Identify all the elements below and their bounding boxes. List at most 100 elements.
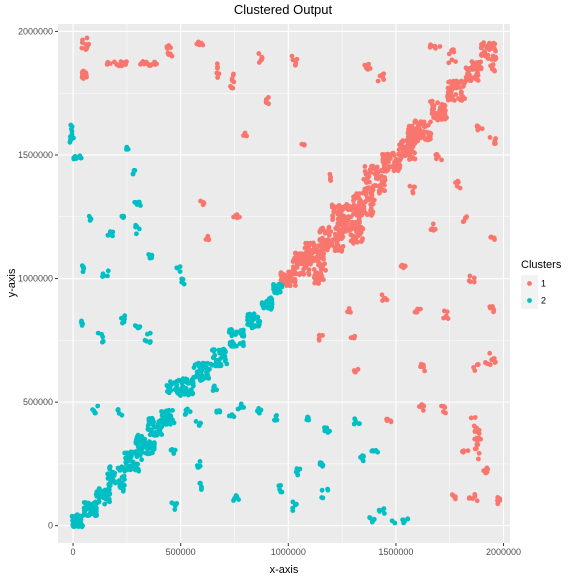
data-point (364, 175, 370, 181)
data-point (105, 471, 110, 477)
data-point (356, 205, 362, 211)
data-point (251, 315, 257, 320)
data-point (336, 208, 341, 214)
data-point (259, 301, 265, 307)
data-point (230, 85, 236, 91)
data-point (204, 369, 209, 375)
data-point (121, 473, 127, 479)
data-point (439, 157, 444, 163)
data-point (369, 207, 374, 213)
data-point (382, 188, 388, 194)
data-point (121, 214, 126, 220)
data-point (216, 347, 222, 353)
data-point (461, 448, 467, 454)
data-point (238, 328, 244, 333)
data-point (453, 59, 458, 64)
data-point (139, 457, 145, 463)
data-point (448, 89, 454, 95)
data-point (412, 118, 418, 124)
data-point (357, 191, 362, 197)
data-point (138, 444, 144, 450)
data-point (144, 338, 149, 344)
data-point (306, 267, 312, 272)
data-point (469, 59, 475, 64)
data-point (211, 384, 217, 390)
data-point (214, 358, 219, 364)
data-point (121, 486, 126, 492)
data-point (207, 366, 212, 372)
data-point (378, 182, 384, 188)
data-point (277, 285, 283, 290)
data-point (291, 264, 296, 270)
data-point (367, 66, 373, 71)
data-point (454, 83, 460, 89)
data-point (257, 321, 262, 327)
data-point (320, 235, 325, 241)
y-axis-ticks: 0 500000 1000000 1500000 2000000 (18, 26, 58, 531)
data-point (479, 51, 484, 57)
data-point (332, 248, 338, 254)
data-point (316, 337, 322, 343)
y-tick-label: 1500000 (18, 150, 53, 160)
data-point (137, 440, 142, 446)
data-point (367, 167, 373, 173)
x-tick-label: 1500000 (378, 547, 413, 557)
data-point (444, 115, 449, 121)
data-point (95, 403, 101, 409)
data-point (474, 62, 480, 68)
data-point (332, 231, 338, 237)
data-point (476, 456, 481, 462)
data-point (457, 80, 463, 86)
data-point (328, 241, 334, 247)
data-point (186, 381, 192, 386)
data-point (355, 210, 361, 215)
data-point (471, 365, 476, 370)
data-point (465, 448, 471, 454)
y-tick-label: 1000000 (18, 274, 53, 284)
data-point (241, 333, 247, 338)
data-point (351, 202, 357, 208)
data-point (205, 360, 211, 366)
data-point (427, 131, 433, 137)
data-point (110, 233, 115, 239)
data-point (380, 168, 386, 174)
data-point (110, 470, 115, 475)
data-point (370, 163, 376, 169)
data-point (405, 516, 411, 522)
data-point (83, 70, 89, 76)
data-point (199, 484, 204, 490)
data-point (139, 436, 145, 442)
data-point (290, 499, 296, 505)
data-point (376, 190, 382, 196)
data-point (340, 229, 346, 235)
data-point (171, 451, 177, 456)
data-point (472, 429, 478, 435)
data-point (382, 511, 387, 516)
data-point (89, 510, 95, 516)
data-point (216, 71, 222, 77)
x-tick-label: 1000000 (271, 547, 306, 557)
data-point (423, 124, 428, 129)
data-point (231, 344, 237, 349)
data-point (396, 151, 401, 157)
data-point (320, 241, 326, 247)
data-point (422, 368, 427, 374)
data-point (217, 409, 223, 415)
data-point (77, 153, 83, 159)
data-point (228, 327, 234, 332)
data-point (319, 273, 325, 279)
data-point (233, 212, 239, 218)
data-point (325, 487, 331, 493)
x-tick-label: 500000 (166, 547, 196, 557)
data-point (319, 487, 325, 493)
data-point (327, 176, 333, 182)
data-point (69, 128, 75, 134)
data-point (116, 478, 122, 483)
data-point (369, 213, 374, 218)
data-point (387, 154, 393, 160)
data-point (412, 156, 418, 162)
data-point (309, 258, 315, 264)
data-point (258, 407, 264, 413)
data-point (203, 237, 209, 242)
data-point (316, 281, 321, 286)
